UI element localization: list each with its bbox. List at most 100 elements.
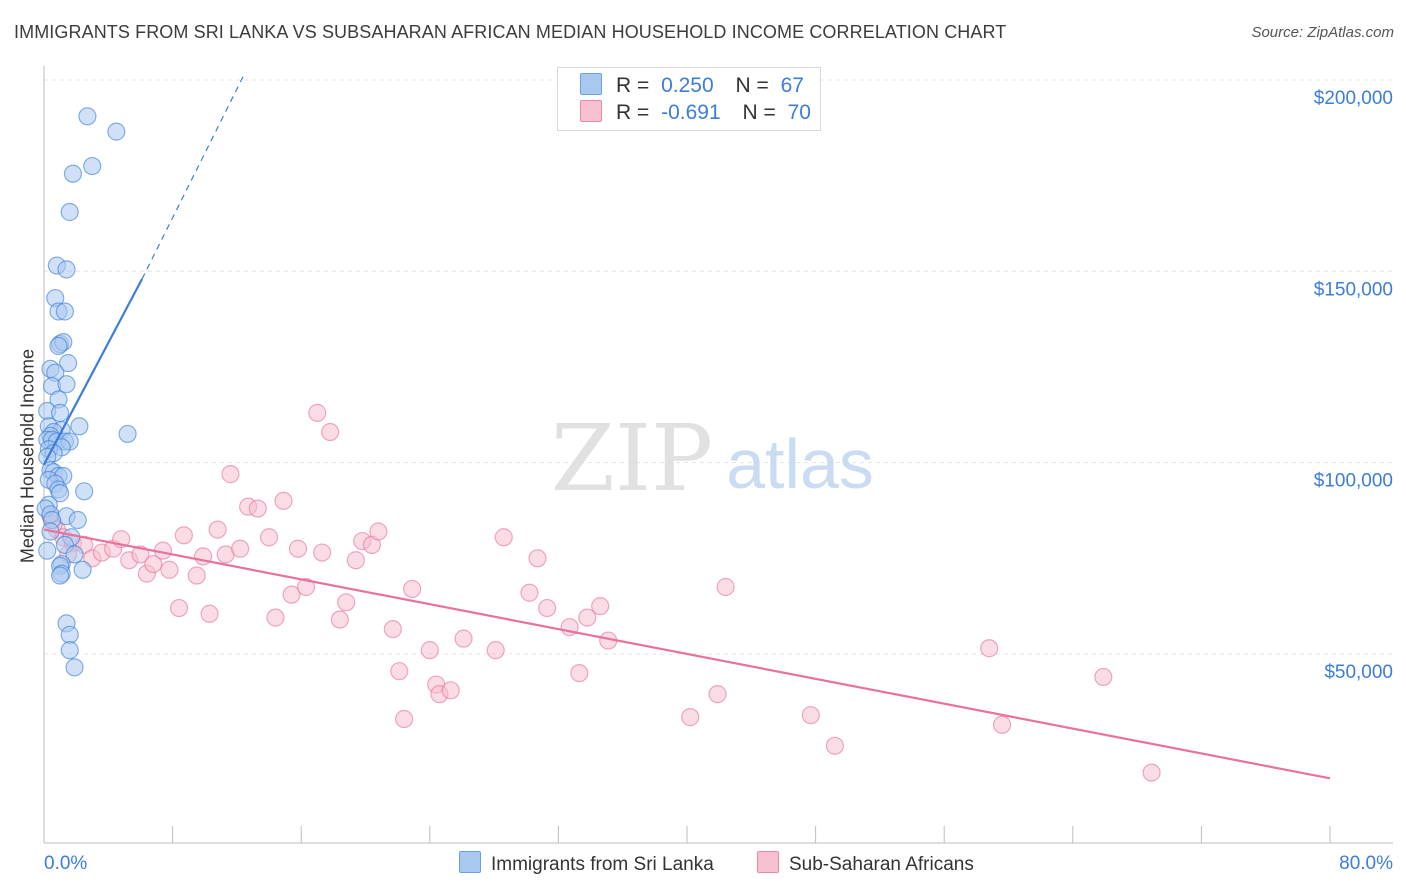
data-point-sub-saharan: [454, 629, 473, 648]
trend-line-sri-lanka-extension: [141, 75, 244, 280]
data-point-sub-saharan: [288, 539, 308, 558]
chart-source: Source: ZipAtlas.com: [1251, 24, 1394, 41]
data-point-sub-saharan: [221, 465, 240, 484]
data-point-sri-lanka: [57, 375, 76, 394]
data-point-sri-lanka: [57, 260, 76, 279]
y-axis-title: Median Household Income: [17, 348, 38, 564]
data-point-sub-saharan: [131, 545, 150, 564]
data-point-sub-saharan: [383, 619, 402, 639]
series-sub-saharan-africans: [41, 403, 1161, 782]
bottom-legend-label-pink: Sub-Saharan Africans: [789, 854, 974, 875]
bottom-legend-swatch-pink: [757, 851, 779, 873]
data-point-sub-saharan: [390, 662, 409, 681]
data-point-sub-saharan: [321, 422, 340, 442]
data-point-sub-saharan: [330, 610, 349, 629]
legend-r-label: R =: [616, 101, 650, 124]
data-point-sub-saharan: [681, 708, 700, 727]
y-tick-label: $50,000: [1324, 662, 1393, 683]
y-tick-labels: $50,000 $100,000 $150,000 $200,000: [1314, 88, 1393, 683]
trend-line-sub-saharan: [43, 528, 1331, 780]
data-point-sub-saharan: [346, 551, 365, 570]
data-point-sub-saharan: [174, 526, 193, 545]
data-point-sri-lanka: [60, 625, 79, 644]
data-point-sub-saharan: [282, 585, 301, 604]
data-point-sub-saharan: [801, 706, 820, 725]
data-point-sub-saharan: [494, 528, 513, 547]
legend-row-blue: R = 0.250 N = 67: [580, 73, 804, 99]
data-point-sub-saharan: [259, 528, 279, 547]
x-tick-label: 0.0%: [44, 853, 87, 874]
data-point-sub-saharan: [538, 598, 557, 618]
chart-title: IMMIGRANTS FROM SRI LANKA VS SUBSAHARAN …: [14, 22, 1007, 42]
data-point-sub-saharan: [520, 583, 539, 602]
data-point-sub-saharan: [308, 403, 327, 422]
legend-n-label: N =: [742, 101, 776, 124]
y-tick-label: $100,000: [1314, 471, 1393, 492]
data-point-sub-saharan: [528, 549, 547, 568]
bottom-legend-pink: Sub-Saharan Africans: [757, 851, 974, 876]
data-point-sri-lanka: [38, 541, 57, 560]
data-point-sri-lanka: [68, 510, 87, 530]
data-point-sub-saharan: [266, 608, 285, 627]
data-point-sub-saharan: [825, 736, 844, 755]
data-point-sri-lanka: [63, 164, 83, 183]
data-point-sub-saharan: [420, 641, 439, 660]
data-point-sri-lanka: [65, 658, 84, 677]
series-immigrants-from-sri-lanka: [36, 107, 137, 677]
legend-n-value: 70: [787, 101, 811, 124]
data-point-sub-saharan: [1094, 667, 1113, 687]
legend-r-label: R =: [616, 74, 650, 97]
axes: [43, 66, 1393, 844]
legend-n-label: N =: [735, 74, 769, 97]
data-point-sri-lanka: [50, 484, 70, 503]
watermark-atlas: atlas: [726, 425, 874, 503]
legend-r-value: 0.250: [661, 74, 714, 97]
data-point-sri-lanka: [50, 403, 70, 422]
data-point-sri-lanka: [59, 354, 78, 373]
data-point-sri-lanka: [73, 560, 92, 579]
bottom-legend-blue: Immigrants from Sri Lanka: [459, 851, 714, 876]
data-point-sub-saharan: [403, 579, 422, 599]
data-point-sub-saharan: [312, 543, 332, 562]
bottom-legend-swatch-blue: [459, 851, 481, 873]
data-point-sri-lanka: [70, 417, 89, 436]
data-point-sri-lanka: [60, 202, 79, 222]
data-point-sub-saharan: [716, 577, 735, 597]
data-point-sub-saharan: [144, 554, 163, 574]
x-tick-label: 80.0%: [1339, 853, 1393, 874]
data-point-sub-saharan: [1142, 763, 1161, 782]
data-point-sub-saharan: [160, 560, 179, 579]
data-point-sub-saharan: [486, 641, 505, 660]
data-point-sub-saharan: [980, 639, 999, 658]
data-point-sri-lanka: [49, 336, 68, 356]
trend-line-sri-lanka: [43, 278, 144, 466]
data-point-sub-saharan: [394, 709, 414, 729]
legend-n-value: 67: [780, 74, 804, 97]
data-point-sri-lanka: [60, 641, 79, 660]
data-point-sri-lanka: [78, 107, 97, 126]
y-tick-label: $200,000: [1314, 88, 1393, 109]
trend-lines: [43, 75, 1331, 780]
data-point-sri-lanka: [55, 302, 74, 321]
data-point-sub-saharan: [231, 539, 250, 558]
data-point-sub-saharan: [337, 593, 356, 612]
data-point-sub-saharan: [570, 663, 589, 683]
data-point-sri-lanka: [50, 566, 70, 585]
data-point-sub-saharan: [187, 566, 206, 585]
y-tick-label: $150,000: [1314, 279, 1393, 300]
legend-row-pink: R = -0.691 N = 70: [580, 100, 811, 126]
data-point-sri-lanka: [118, 424, 137, 444]
data-point-sub-saharan: [274, 491, 293, 510]
data-point-sub-saharan: [441, 681, 460, 700]
data-point-sub-saharan: [708, 685, 727, 704]
data-point-sub-saharan: [591, 597, 610, 616]
watermark-zip: ZIP: [551, 405, 713, 512]
data-point-sub-saharan: [208, 520, 227, 539]
watermark: ZIP atlas: [551, 405, 874, 512]
data-point-sub-saharan: [992, 715, 1012, 734]
legend-swatch-pink: [580, 100, 602, 122]
legend-swatch-blue: [580, 73, 602, 95]
data-point-sub-saharan: [296, 577, 316, 597]
data-point-sub-saharan: [578, 608, 597, 627]
